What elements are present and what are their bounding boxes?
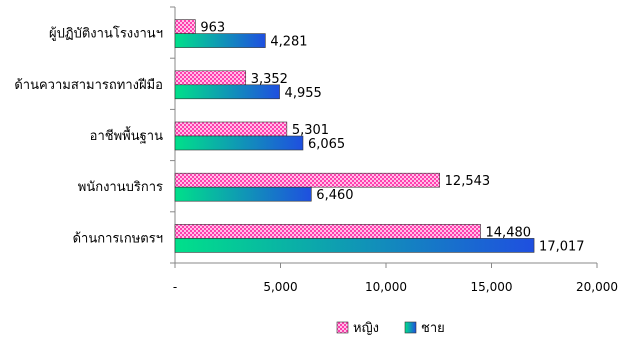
category-label: อาชีพพื้นฐาน bbox=[90, 126, 163, 144]
bar-female bbox=[174, 172, 440, 188]
data-labels: 963 3,352 5,301 12,543 14,480 4,281 4,955 6,065… bbox=[200, 21, 584, 255]
legend-label-male: ชาย bbox=[421, 321, 445, 336]
data-label-female: 3,352 bbox=[251, 72, 288, 87]
data-label-male: 4,955 bbox=[285, 86, 322, 101]
bar-female bbox=[174, 224, 481, 239]
category-label: ด้านการเกษตรฯ bbox=[73, 231, 163, 246]
legend: หญิง ชาย bbox=[336, 321, 445, 336]
bar-male bbox=[174, 238, 535, 253]
axes: ผู้ปฏิบัติงานโรงงานฯด้านความสามารถทางฝีม… bbox=[14, 6, 618, 294]
bar-female bbox=[174, 19, 196, 34]
legend-swatch-male bbox=[404, 321, 417, 334]
bars bbox=[174, 19, 535, 253]
data-label-female: 14,480 bbox=[486, 225, 532, 240]
legend-swatch-female bbox=[336, 321, 349, 334]
data-label-male: 6,065 bbox=[308, 137, 345, 152]
data-label-female: 12,543 bbox=[445, 174, 491, 189]
data-label-male: 4,281 bbox=[270, 35, 307, 50]
category-label: ด้านความสามารถทางฝีมือ bbox=[14, 77, 163, 93]
x-tick-label: 10,000 bbox=[365, 280, 407, 294]
bar-male bbox=[174, 84, 280, 100]
data-label-male: 17,017 bbox=[539, 239, 585, 254]
bar-male bbox=[174, 135, 304, 151]
bar-male bbox=[174, 186, 312, 202]
bar-female bbox=[174, 121, 288, 137]
x-tick-label: - bbox=[173, 280, 177, 294]
data-label-female: 5,301 bbox=[292, 123, 329, 138]
data-label-male: 6,460 bbox=[316, 188, 353, 203]
bar-female bbox=[174, 70, 247, 86]
x-tick-label: 5,000 bbox=[263, 280, 297, 294]
x-tick-label: 15,000 bbox=[471, 280, 513, 294]
data-label-female: 963 bbox=[200, 21, 225, 36]
legend-label-female: หญิง bbox=[353, 321, 379, 336]
category-label: ผู้ปฏิบัติงานโรงงานฯ bbox=[49, 26, 163, 42]
x-tick-label: 20,000 bbox=[576, 280, 618, 294]
bar-male bbox=[174, 33, 266, 48]
category-label: พนักงานบริการ bbox=[78, 180, 163, 195]
